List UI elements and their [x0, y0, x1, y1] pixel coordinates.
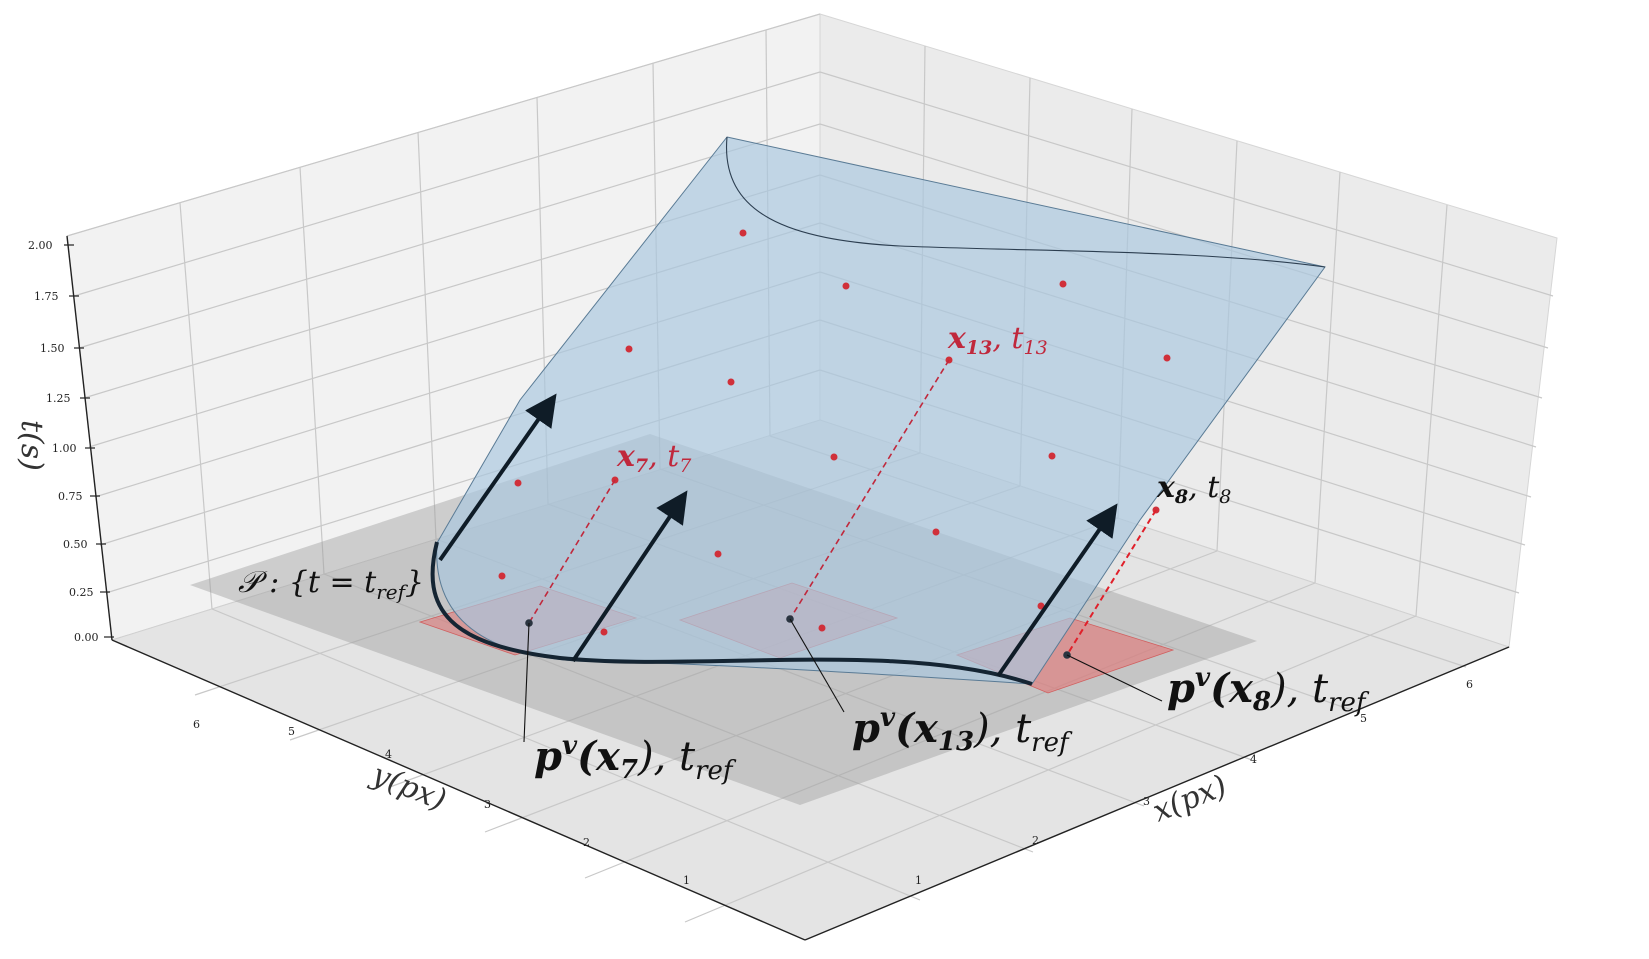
curve-on-plane — [430, 541, 1033, 686]
z-tick-marks — [64, 244, 114, 638]
y-tick-5: 5 — [288, 725, 295, 738]
z-tick-8: 2.00 — [28, 239, 53, 252]
z-tick-0: 0.00 — [74, 631, 99, 644]
surface-edge-curve — [726, 136, 1326, 268]
axis-lines — [66, 235, 1510, 941]
y-tick-3: 3 — [484, 798, 491, 811]
x-tick-6: 6 — [1466, 678, 1473, 691]
z-tick-6: 1.50 — [40, 342, 65, 355]
label-p7: pv(x7), tref — [534, 731, 737, 786]
y-tick-6: 6 — [193, 718, 200, 731]
x-axis-ticks: 1 2 3 4 5 6 — [915, 678, 1473, 887]
label-p13: pv(x13), tref — [852, 703, 1073, 758]
z-tick-2: 0.50 — [63, 538, 88, 551]
x-tick-5: 5 — [1360, 712, 1367, 725]
x-tick-4: 4 — [1250, 753, 1257, 766]
x-tick-3: 3 — [1143, 795, 1150, 808]
label-x13: x13, t13 — [947, 321, 1048, 359]
y-axis-ticks: 6 5 4 3 2 1 — [193, 718, 690, 887]
y-tick-1: 1 — [683, 874, 690, 887]
y-tick-4: 4 — [385, 748, 392, 761]
leader-lines — [523, 618, 1163, 743]
arrow-3 — [996, 503, 1118, 678]
label-p8: pv(x8), tref — [1167, 663, 1370, 718]
x-tick-2: 2 — [1032, 834, 1039, 847]
z-tick-4: 1.00 — [52, 442, 77, 455]
z-tick-7: 1.75 — [34, 290, 59, 303]
z-axis-label: t(s) — [14, 420, 49, 471]
z-tick-1: 0.25 — [69, 586, 94, 599]
plane-label: 𝒫 : {t = tref} — [238, 565, 424, 604]
label-x7: x7, t7 — [616, 439, 692, 477]
z-tick-3: 0.75 — [58, 490, 83, 503]
x-tick-1: 1 — [915, 874, 922, 887]
arrow-1 — [438, 393, 557, 562]
velocity-arrows — [438, 393, 1118, 678]
y-tick-2: 2 — [583, 836, 590, 849]
z-tick-5: 1.25 — [46, 392, 71, 405]
projection-lines — [528, 359, 1157, 656]
arrow-2 — [571, 490, 688, 663]
label-x8: x8, t8 — [1156, 470, 1231, 508]
z-axis-ticks: 0.00 0.25 0.50 0.75 1.00 1.25 1.50 1.75 … — [28, 239, 99, 644]
